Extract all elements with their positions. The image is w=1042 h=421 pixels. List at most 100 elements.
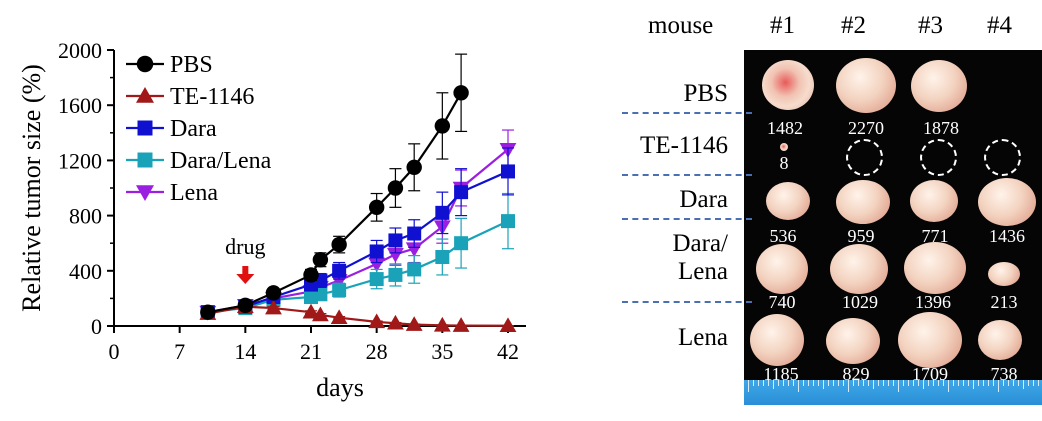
ruler-tick <box>973 380 974 389</box>
data-point <box>433 316 451 332</box>
ruler-tick <box>788 380 789 386</box>
tumor-te1146-1 <box>780 143 788 151</box>
data-point <box>368 199 385 216</box>
data-point <box>265 285 282 301</box>
ruler-tick <box>908 380 909 386</box>
tumor-value: 1482 <box>767 118 803 138</box>
x-tick-label: 14 <box>234 339 256 364</box>
row-divider <box>622 112 752 114</box>
row-label-dara-lena-1: Dara/ <box>672 230 728 257</box>
y-tick-label: 0 <box>91 314 102 339</box>
y-tick-label: 2000 <box>58 38 102 63</box>
series-pbs <box>200 53 469 320</box>
ruler-tick <box>1038 380 1039 386</box>
column-header-4: #4 <box>987 12 1012 39</box>
tumor-growth-chart: 0 400 800 1200 1600 2000 0 7 14 21 28 35 42 PBS TE-11… <box>17 38 526 402</box>
data-point <box>454 236 469 251</box>
y-tick-label: 800 <box>69 204 102 229</box>
ruler-tick <box>748 380 749 392</box>
tumor-value: 771 <box>921 226 949 246</box>
data-point <box>387 247 404 263</box>
x-tick-label: 42 <box>497 339 519 364</box>
tumor-daralena-2 <box>830 244 888 294</box>
data-point <box>407 226 422 241</box>
ruler-tick <box>868 380 869 386</box>
row-label-dara: Dara <box>679 186 728 213</box>
data-point <box>405 242 423 258</box>
ruler-tick <box>918 380 919 386</box>
tumor-value: 1185 <box>763 364 799 384</box>
tumor-pbs-3 <box>911 60 967 112</box>
absent-tumor-marker <box>984 139 1021 176</box>
ruler-tick <box>968 380 969 386</box>
x-tick-label: 7 <box>174 339 185 364</box>
data-point <box>330 309 348 325</box>
row-divider <box>622 218 752 220</box>
ruler-tick <box>933 380 934 386</box>
x-tick-label: 0 <box>109 339 120 364</box>
data-point <box>312 252 329 268</box>
ruler-tick <box>828 380 829 386</box>
ruler-tick <box>758 380 759 386</box>
data-point <box>368 257 386 273</box>
legend-entry: TE-1146 <box>170 84 254 110</box>
ruler-tick <box>1028 380 1029 386</box>
chart-axes: 0 400 800 1200 1600 2000 0 7 14 21 28 35 42 <box>58 38 526 364</box>
ruler-tick <box>893 380 894 386</box>
legend-marker <box>137 120 153 136</box>
data-point <box>265 299 282 315</box>
ruler-tick <box>778 380 779 386</box>
ruler-tick <box>953 380 954 386</box>
ruler-tick <box>928 380 929 386</box>
y-tick-label: 400 <box>69 259 102 284</box>
data-point <box>387 314 404 330</box>
data-point <box>501 164 515 179</box>
ruler-tick <box>848 380 849 392</box>
ruler-tick <box>853 380 854 386</box>
annotation-label: drug <box>225 234 265 259</box>
ruler-tick <box>763 380 764 386</box>
tumor-value: 1029 <box>842 292 878 312</box>
tumor-value: 2270 <box>848 118 884 138</box>
legend-entry: PBS <box>170 52 213 78</box>
legend-marker <box>136 87 154 103</box>
tumor-lena-1 <box>750 314 804 366</box>
data-point <box>368 313 386 329</box>
data-point <box>388 233 403 248</box>
tumor-lena-3 <box>898 312 962 368</box>
tumor-dara-2 <box>836 180 890 224</box>
tumor-value: 740 <box>768 292 796 312</box>
data-point <box>405 316 423 331</box>
data-point <box>499 317 517 333</box>
tumor-value: 213 <box>990 292 1018 312</box>
ruler-tick <box>858 380 859 386</box>
ruler-tick <box>873 380 874 389</box>
row-divider <box>622 301 752 303</box>
row-divider <box>622 174 752 176</box>
row-label-lena: Lena <box>678 324 728 351</box>
tumor-daralena-3 <box>904 242 966 294</box>
y-tick-label: 1200 <box>58 148 102 173</box>
ruler-tick <box>753 380 754 386</box>
data-point <box>237 297 254 313</box>
ruler-tick <box>998 380 999 392</box>
x-tick-label: 35 <box>431 339 453 364</box>
data-point <box>452 317 470 332</box>
tumor-value: 1709 <box>912 364 948 384</box>
ruler-tick <box>773 380 774 389</box>
tumor-dara-1 <box>766 182 810 220</box>
data-point <box>330 274 348 289</box>
data-point <box>501 214 515 229</box>
ruler-tick <box>883 380 884 386</box>
legend-entry: Dara <box>170 116 217 142</box>
ruler-tick <box>798 380 799 392</box>
tumor-photo-panel: mouse #1 #2 #3 #4 PBS TE-1146 Dara Dara/… <box>600 0 1042 421</box>
ruler-tick <box>863 380 864 386</box>
tumor-value: 1436 <box>989 226 1025 246</box>
ruler-tick <box>808 380 809 386</box>
legend-entry: Dara/Lena <box>170 148 272 174</box>
tumor-daralena-1 <box>756 244 808 294</box>
x-axis-label: days <box>316 373 364 402</box>
legend-marker <box>136 55 154 73</box>
tumor-value: 738 <box>990 364 1018 384</box>
